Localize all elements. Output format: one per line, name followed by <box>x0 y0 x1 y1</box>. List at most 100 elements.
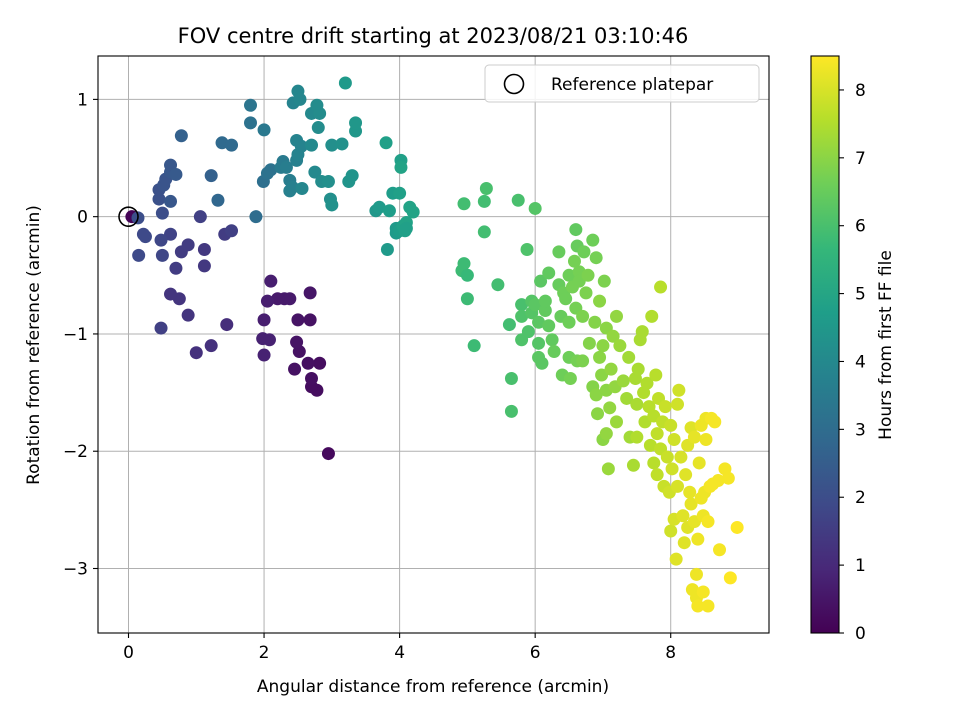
colorbar-tick-label: 2 <box>855 488 866 508</box>
x-axis-label: Angular distance from reference (arcmin) <box>257 677 609 697</box>
data-point <box>457 257 471 271</box>
data-point <box>664 418 678 432</box>
data-point <box>689 567 703 581</box>
data-point <box>338 76 352 90</box>
data-point <box>713 543 727 557</box>
colorbar-tick-label: 5 <box>855 285 866 305</box>
data-point <box>591 407 605 421</box>
data-point <box>502 318 516 332</box>
data-point <box>244 98 257 112</box>
data-point <box>613 339 627 353</box>
legend-entry-label: Reference platepar <box>551 75 713 95</box>
data-point <box>576 354 590 368</box>
data-point <box>626 458 640 472</box>
data-point <box>676 509 690 523</box>
data-point <box>225 138 239 152</box>
data-point <box>291 313 305 327</box>
data-point <box>515 309 529 323</box>
data-point <box>399 221 413 235</box>
data-point <box>562 268 576 282</box>
x-tick-label: 8 <box>665 643 676 663</box>
data-point <box>460 292 474 306</box>
data-point <box>321 174 335 188</box>
data-point <box>635 325 649 339</box>
data-point <box>545 333 559 347</box>
data-point <box>174 129 188 143</box>
data-point <box>325 138 339 152</box>
data-point <box>577 245 591 259</box>
colorbar-tick-label: 8 <box>855 81 866 101</box>
data-point <box>349 116 363 130</box>
data-point <box>154 321 168 335</box>
data-point <box>264 274 278 288</box>
data-point <box>569 223 583 237</box>
data-point <box>576 309 590 323</box>
data-point <box>294 139 308 153</box>
data-point <box>262 333 276 347</box>
y-tick-label: −2 <box>63 442 88 462</box>
data-point <box>692 456 706 470</box>
data-point <box>604 362 618 376</box>
data-point <box>538 294 552 308</box>
data-point <box>630 430 644 444</box>
data-point <box>295 182 309 196</box>
data-point <box>606 329 620 343</box>
data-point <box>372 200 386 214</box>
data-point <box>211 193 225 207</box>
data-point <box>542 266 556 280</box>
data-point <box>687 430 701 444</box>
data-point <box>674 450 688 464</box>
colorbar-tick-label: 7 <box>855 149 866 169</box>
data-point <box>650 468 664 482</box>
data-point <box>610 309 623 323</box>
data-point <box>665 462 679 476</box>
data-point <box>225 224 239 238</box>
data-point <box>155 206 169 220</box>
colorbar-frame <box>810 55 840 634</box>
data-point <box>691 532 705 546</box>
data-point <box>528 201 542 215</box>
colorbar-gradient <box>811 56 839 633</box>
data-point <box>288 362 302 376</box>
data-point <box>521 325 535 339</box>
data-point <box>301 356 315 370</box>
data-point <box>679 468 693 482</box>
data-point <box>290 335 304 349</box>
data-point <box>645 309 659 323</box>
colorbar-label: Hours from first FF file <box>876 250 896 440</box>
data-points <box>125 76 744 613</box>
data-point <box>244 116 257 130</box>
data-point <box>393 186 407 200</box>
data-point <box>721 471 735 485</box>
data-point <box>701 515 715 529</box>
data-point <box>264 163 278 177</box>
data-point <box>511 193 525 207</box>
data-point <box>658 400 672 414</box>
data-point <box>691 599 705 613</box>
data-point <box>582 336 596 350</box>
colorbar-ticks: 0 1 2 3 4 5 6 7 8 <box>839 81 866 644</box>
data-point <box>563 372 577 386</box>
y-axis-ticks: 1 0 −1 −2 −3 <box>63 90 98 579</box>
data-point <box>193 210 207 224</box>
data-point <box>406 205 420 219</box>
grid-lines <box>98 56 769 633</box>
data-point <box>257 123 271 137</box>
data-point <box>596 339 610 353</box>
y-tick-label: −1 <box>63 325 88 345</box>
data-point <box>723 571 737 585</box>
data-point <box>669 552 683 566</box>
data-point <box>271 292 285 306</box>
data-point <box>204 339 218 353</box>
data-point <box>593 350 607 364</box>
data-point <box>169 167 183 181</box>
data-point <box>552 245 566 259</box>
data-point <box>520 243 534 257</box>
data-point <box>477 225 491 239</box>
colorbar-tick-label: 1 <box>855 556 866 576</box>
data-point <box>313 106 327 120</box>
data-point <box>567 254 581 268</box>
data-point <box>667 432 681 446</box>
data-point <box>279 160 293 174</box>
data-point <box>305 372 318 386</box>
